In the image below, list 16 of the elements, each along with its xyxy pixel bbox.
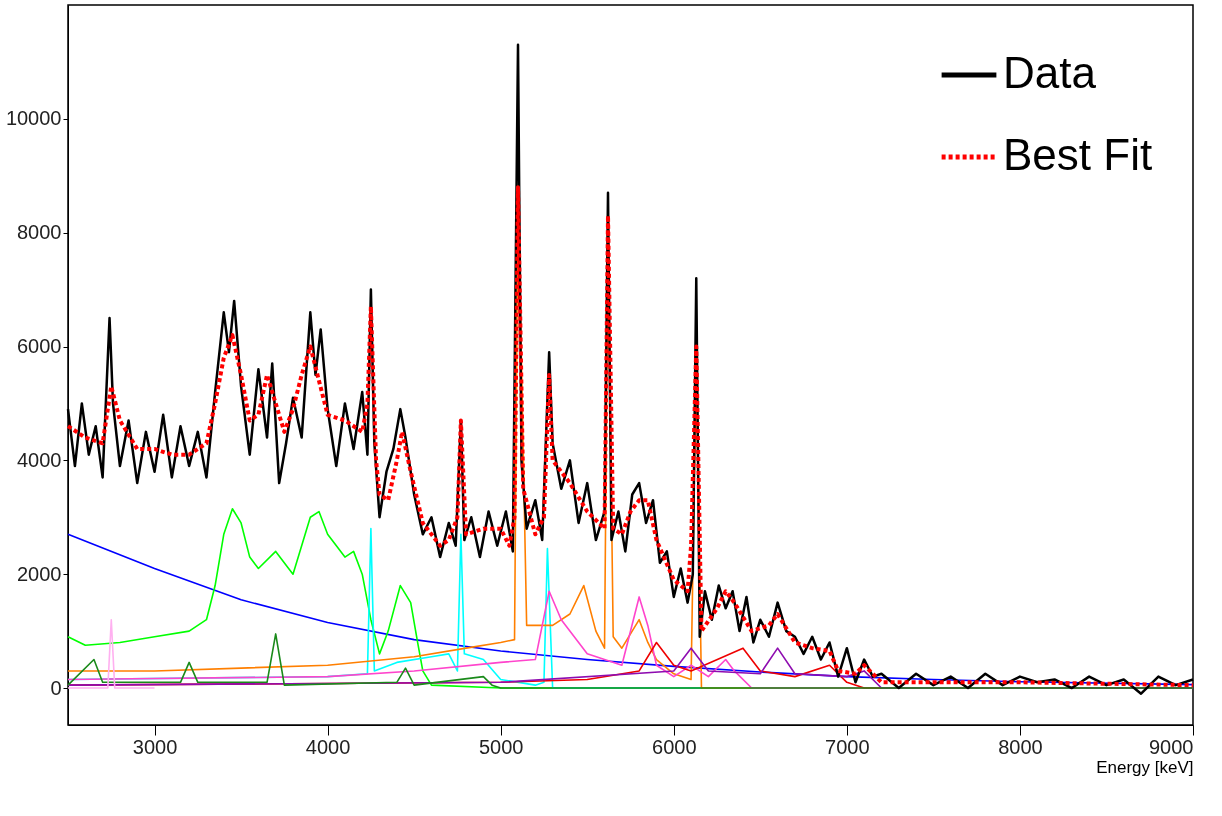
y-tick-label: 4000 (17, 448, 62, 471)
legend-label: Data (1003, 48, 1097, 97)
y-tick-label: 6000 (17, 335, 62, 357)
x-tick-label: 7000 (825, 735, 870, 758)
x-tick-label: 5000 (478, 735, 524, 758)
x-tick-label: 9000 (1149, 735, 1194, 758)
x-axis-title: Energy [keV] (1096, 757, 1194, 777)
legend-label: Best Fit (1003, 130, 1153, 179)
x-tick-label: 6000 (652, 735, 697, 758)
y-tick-label: 8000 (17, 221, 62, 244)
y-tick-label: 0 (50, 676, 62, 699)
x-tick-label: 3000 (132, 735, 178, 758)
y-tick-label: 2000 (17, 562, 62, 585)
x-tick-label: 8000 (998, 735, 1043, 758)
x-tick-label: 4000 (305, 735, 351, 758)
y-tick-label: 10000 (5, 107, 62, 130)
